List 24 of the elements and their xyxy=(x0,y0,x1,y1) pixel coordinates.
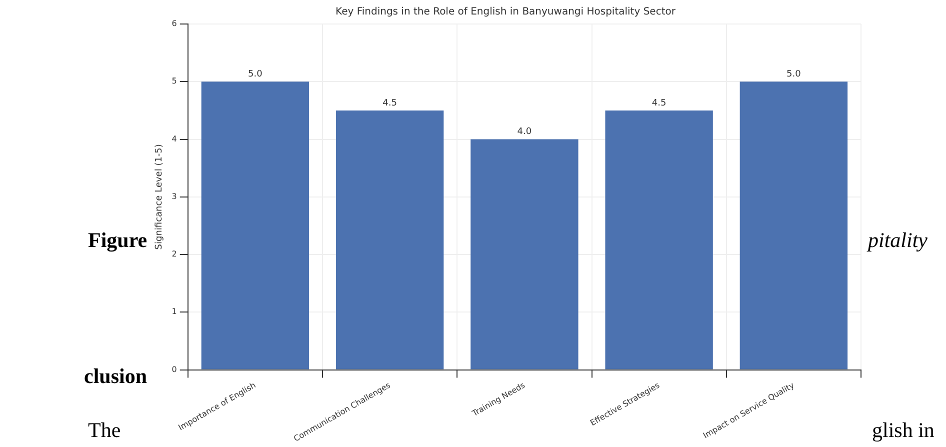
y-tick-label: 4 xyxy=(172,134,177,144)
y-tick-label: 0 xyxy=(172,364,177,374)
bar xyxy=(740,82,848,370)
data-label: 4.5 xyxy=(652,98,666,108)
text: glish in xyxy=(872,418,934,443)
y-tick-label: 1 xyxy=(172,307,177,316)
data-label: 5.0 xyxy=(248,69,263,80)
y-tick-label: 5 xyxy=(172,76,177,86)
data-label: 5.0 xyxy=(786,69,802,80)
y-tick-label: 6 xyxy=(172,19,177,28)
text: clusion xyxy=(84,364,148,389)
y-axis-title: Significance Level (1-5) xyxy=(154,144,165,250)
data-label: 4.5 xyxy=(382,98,397,108)
y-tick-label: 3 xyxy=(172,192,177,201)
bar xyxy=(201,82,310,370)
text: The xyxy=(88,418,121,443)
chart-title: Key Findings in the Role of English in Banyuwangi Hospitality Sector xyxy=(336,6,676,18)
text: pitality xyxy=(868,228,928,253)
text: Figure xyxy=(88,228,148,253)
data-label: 4.0 xyxy=(517,127,532,138)
bar xyxy=(336,110,444,370)
bar xyxy=(470,139,578,370)
bar xyxy=(605,110,713,370)
y-tick-label: 2 xyxy=(172,250,177,259)
